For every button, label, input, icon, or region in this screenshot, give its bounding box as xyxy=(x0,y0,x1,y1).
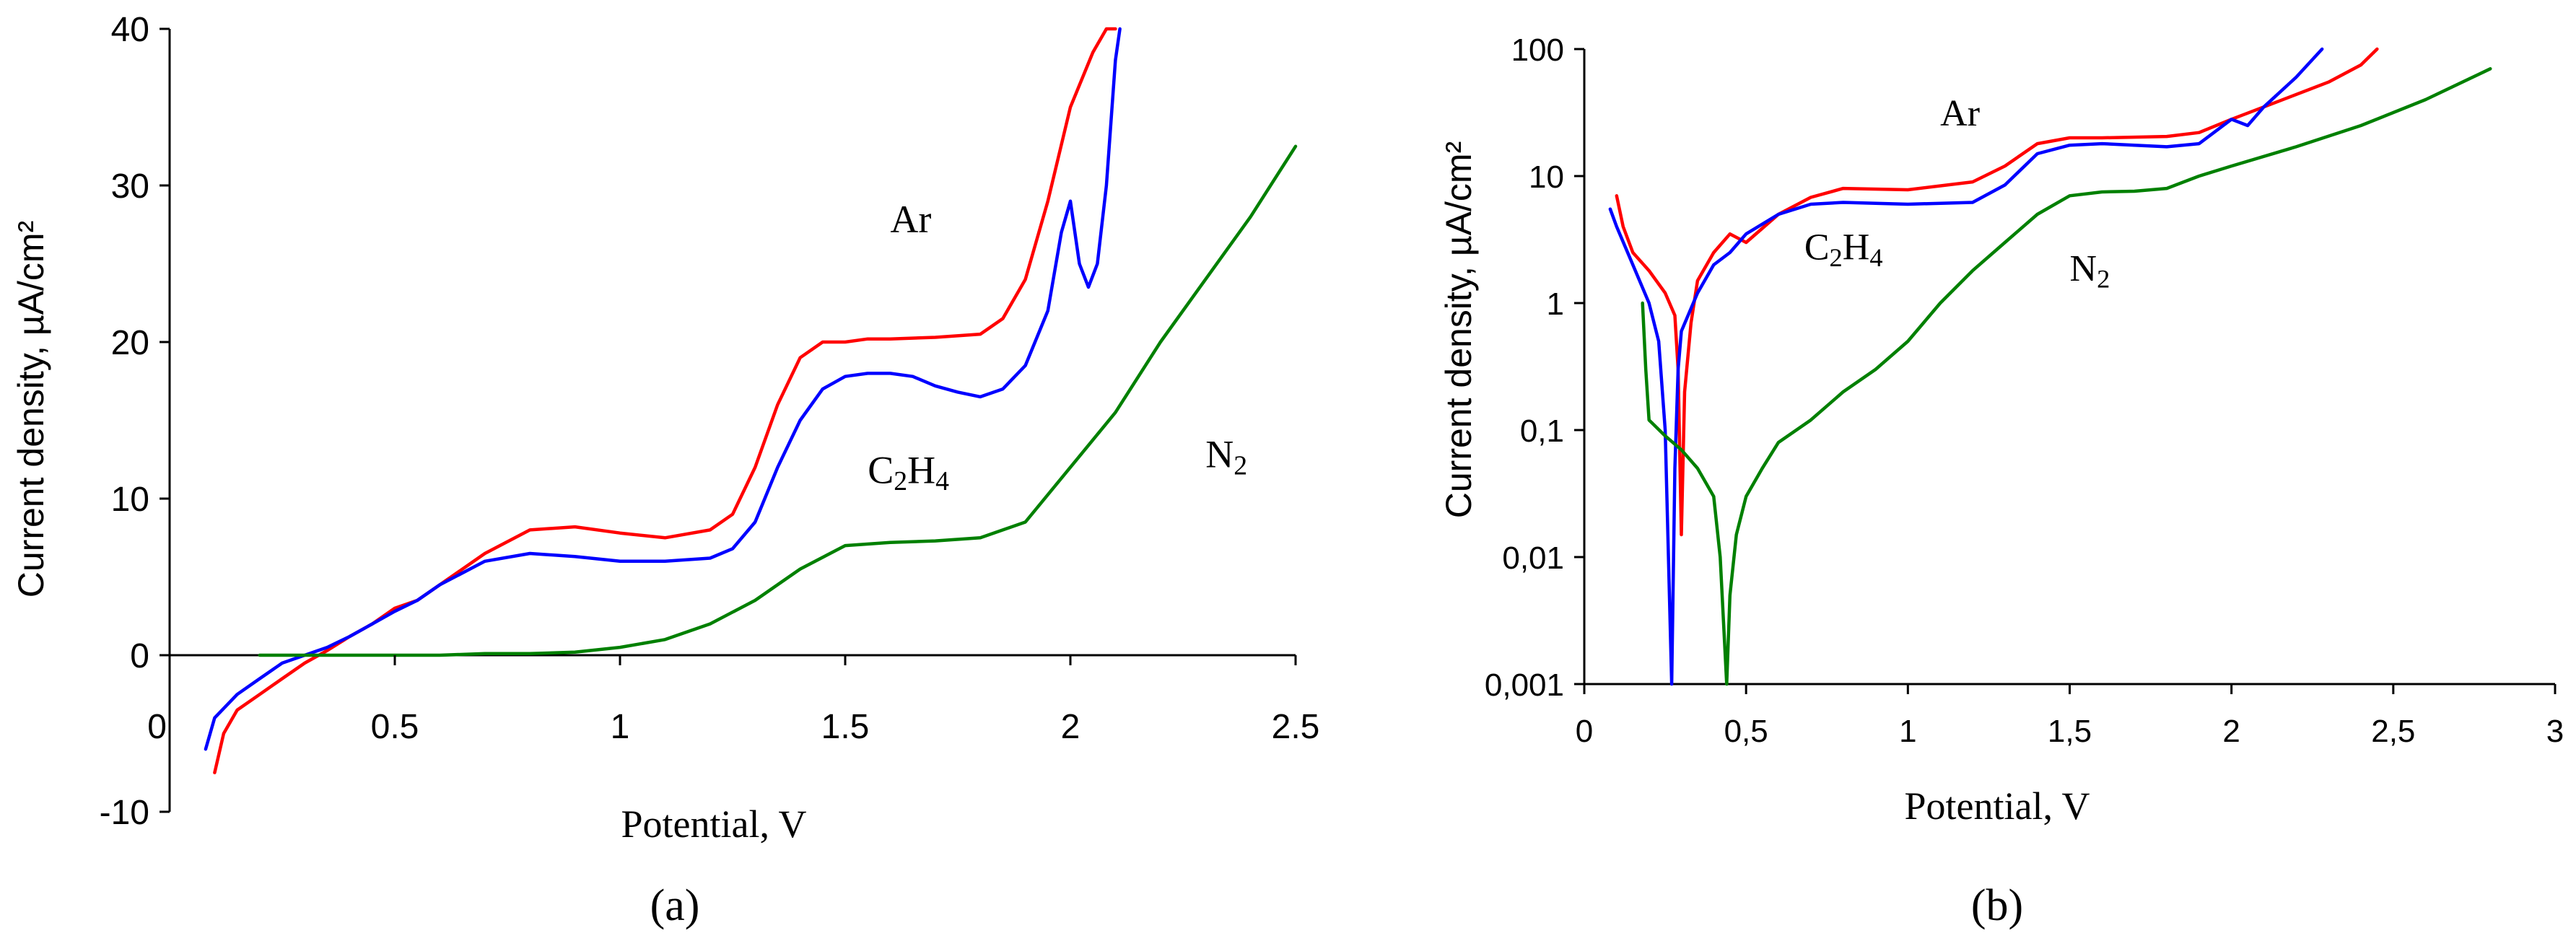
chart-b-y-tick-label: 10 xyxy=(1529,159,1564,195)
chart-a-y-tick-label: 30 xyxy=(111,167,149,206)
chart-b-ticks: 0,001 0,01 0,1 1 10 100 0 0,5 1 1,5 2 2,5 3 xyxy=(1485,32,2564,749)
chart-b-x-tick-label: 3 xyxy=(2546,714,2564,749)
chart-b-ylabel: Current density, µA/cm² xyxy=(1438,141,1479,518)
chart-a-series-n2 xyxy=(258,144,1298,657)
chart-a-panel-label: (a) xyxy=(650,881,700,930)
chart-b-x-tick-label: 0 xyxy=(1576,714,1593,749)
chart-a-y-tick-label: 20 xyxy=(111,324,149,362)
chart-b-series xyxy=(1608,47,2492,686)
chart-b-x-tick-label: 2,5 xyxy=(2371,714,2415,749)
chart-a-x-tick-label: 1 xyxy=(611,708,630,746)
chart-a-y-tick-label: 10 xyxy=(111,481,149,519)
chart-a-x-tick-label: 1.5 xyxy=(821,708,870,746)
chart-a-series-c2h4 xyxy=(204,27,1122,751)
chart-b-label-ar: Ar xyxy=(1940,93,1980,134)
chart-b-y-tick-label: 0,1 xyxy=(1520,413,1564,449)
chart-a-x-tick-label: 2 xyxy=(1061,708,1080,746)
chart-b-y-tick-label: 0,001 xyxy=(1485,667,1564,703)
chart-b-panel-label: (b) xyxy=(1971,881,2023,930)
chart-a-xlabel: Potential, V xyxy=(621,802,806,846)
chart-b-label-n2: N2 xyxy=(2070,248,2110,293)
chart-a-series-ar xyxy=(213,27,1117,775)
chart-b-series-ar xyxy=(1615,47,2379,537)
chart-a-x-tick-label: 0 xyxy=(147,708,167,746)
chart-b-label-c2h4: C2H4 xyxy=(1804,227,1883,272)
chart-b-xlabel: Potential, V xyxy=(1904,784,2090,828)
chart-b-x-tick-label: 2 xyxy=(2222,714,2240,749)
chart-a: Current density, µA/cm² -10 0 10 20 30 40 0 0.5… xyxy=(11,11,1319,930)
chart-b-x-tick-label: 1 xyxy=(1899,714,1916,749)
chart-b-x-tick-label: 0,5 xyxy=(1724,714,1768,749)
chart-a-y-tick-label: 40 xyxy=(111,11,149,49)
chart-a-y-tick-label: 0 xyxy=(130,637,149,675)
chart-a-label-ar: Ar xyxy=(890,198,931,241)
chart-b-annotations: Ar C2H4 N2 xyxy=(1804,93,2110,293)
chart-a-label-c2h4: C2H4 xyxy=(868,448,949,496)
chart-a-ylabel: Current density, µA/cm² xyxy=(11,221,51,597)
chart-a-x-tick-label: 2.5 xyxy=(1272,708,1320,746)
chart-b-y-tick-label: 0,01 xyxy=(1502,540,1564,576)
chart-b-y-tick-label: 1 xyxy=(1547,286,1564,322)
chart-b: Current density, µA/cm² 0,0010,010,11101… xyxy=(1438,32,2564,930)
chart-b-series-n2 xyxy=(1641,67,2492,686)
chart-a-ticks: -10 0 10 20 30 40 0 0.5 1 1.5 2 2.5 xyxy=(100,11,1320,832)
chart-a-x-tick-label: 0.5 xyxy=(371,708,419,746)
chart-a-y-tick-label: -10 xyxy=(100,794,149,832)
chart-b-y-tick-label: 100 xyxy=(1511,32,1564,68)
chart-a-axes xyxy=(168,29,1296,812)
chart-a-annotations: Ar C2H4 N2 xyxy=(868,198,1247,496)
chart-b-series-c2h4 xyxy=(1608,47,2324,686)
chart-b-x-tick-label: 1,5 xyxy=(2048,714,2092,749)
chart-a-label-n2: N2 xyxy=(1205,433,1247,481)
chart-a-series xyxy=(204,27,1298,775)
